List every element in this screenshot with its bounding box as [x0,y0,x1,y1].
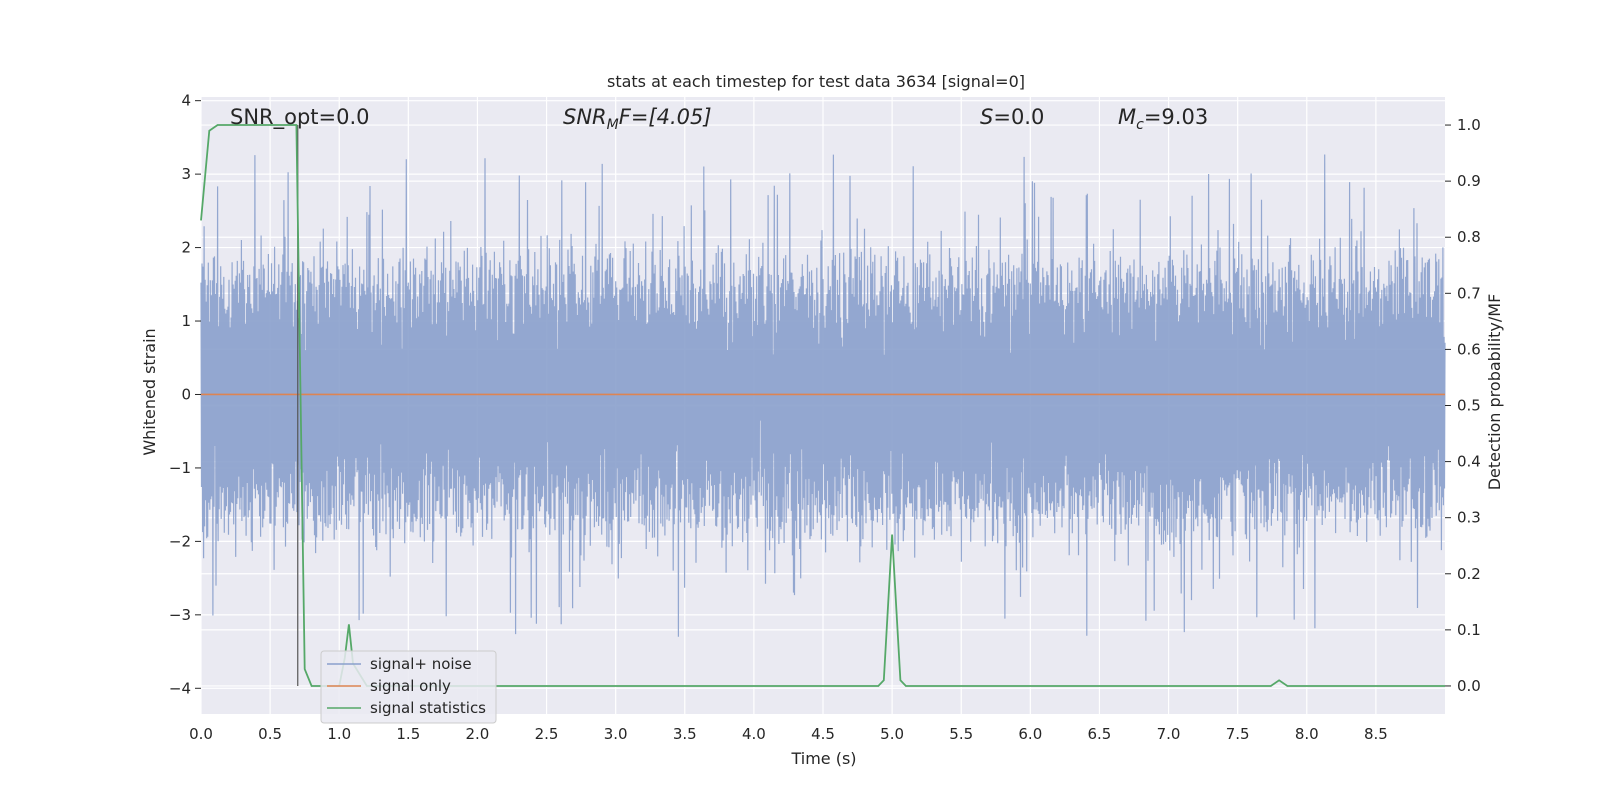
y-tick-label: −2 [169,532,191,550]
y2-tick-label: 0.6 [1457,340,1481,358]
y2-tick-label: 1.0 [1457,116,1481,134]
legend-label-signal-only: signal only [370,677,451,695]
annotation-mc: Mc=9.03 [1118,105,1208,133]
x-tick-label: 1.5 [396,725,420,743]
y-tick-label: −3 [169,606,191,624]
annotation-snr-opt: SNR_opt=0.0 [230,105,370,130]
x-tick-label: 7.5 [1226,725,1250,743]
chart-title: stats at each timestep for test data 363… [607,72,1025,91]
x-tick-label: 0.5 [258,725,282,743]
annotation-snr-mf-rest: F=[4.05] [619,105,712,129]
y-tick-label: 2 [181,239,191,257]
y2-tick-label: 0.2 [1457,565,1481,583]
x-axis-label: Time (s) [790,749,856,768]
annotation-s-rest: =0.0 [993,105,1044,129]
y2-tick-label: 0.7 [1457,284,1481,302]
x-tick-label: 0.0 [189,725,213,743]
x-tick-label: 8.0 [1295,725,1319,743]
x-tick-label: 7.0 [1157,725,1181,743]
x-tick-label: 1.0 [327,725,351,743]
annotation-s-main: S [980,105,993,129]
y-tick-label: −1 [169,459,191,477]
x-tick-label: 5.0 [880,725,904,743]
y-axis-label: Whitened strain [140,328,159,455]
legend: signal+ noise signal only signal statist… [320,650,497,724]
x-tick-label: 8.5 [1364,725,1388,743]
y2-tick-label: 0.9 [1457,172,1481,190]
x-tick-label: 4.0 [742,725,766,743]
y-tick-label: 3 [181,165,191,183]
annotation-mc-sub: c [1136,117,1144,133]
x-tick-label: 3.5 [673,725,697,743]
y-tick-label: 4 [181,92,191,110]
x-tick-label: 4.5 [811,725,835,743]
y-tick-label: 0 [181,385,191,403]
x-tick-label: 3.0 [604,725,628,743]
y2-tick-label: 0.4 [1457,453,1481,471]
x-tick-label: 5.5 [949,725,973,743]
series-line-signal-noise [200,154,1446,637]
annotation-snr-mf: SNRMF=[4.05] [563,105,712,133]
annotation-mc-rest: =9.03 [1144,105,1208,129]
y-tick-label: 1 [181,312,191,330]
annotation-mc-main: M [1118,105,1136,129]
y2-axis-label: Detection probability/MF [1485,294,1504,491]
x-tick-label: 6.0 [1018,725,1042,743]
legend-label-signal-noise: signal+ noise [370,655,472,673]
y2-tick-label: 0.0 [1457,677,1481,695]
x-tick-label: 6.5 [1088,725,1112,743]
legend-box [320,650,497,724]
y2-tick-label: 0.8 [1457,228,1481,246]
legend-label-signal-statistics: signal statistics [370,699,486,717]
x-tick-label: 2.5 [535,725,559,743]
annotation-snr-mf-main: SNR [563,105,607,129]
annotation-s: S=0.0 [980,105,1044,129]
y-tick-label: −4 [169,679,191,697]
y2-tick-label: 0.1 [1457,621,1481,639]
x-tick-label: 2.0 [466,725,490,743]
y2-tick-label: 0.3 [1457,509,1481,527]
series-line-signal-statistics [200,124,1445,687]
annotation-snr-mf-sub: M [607,117,619,133]
y2-tick-label: 0.5 [1457,397,1481,415]
